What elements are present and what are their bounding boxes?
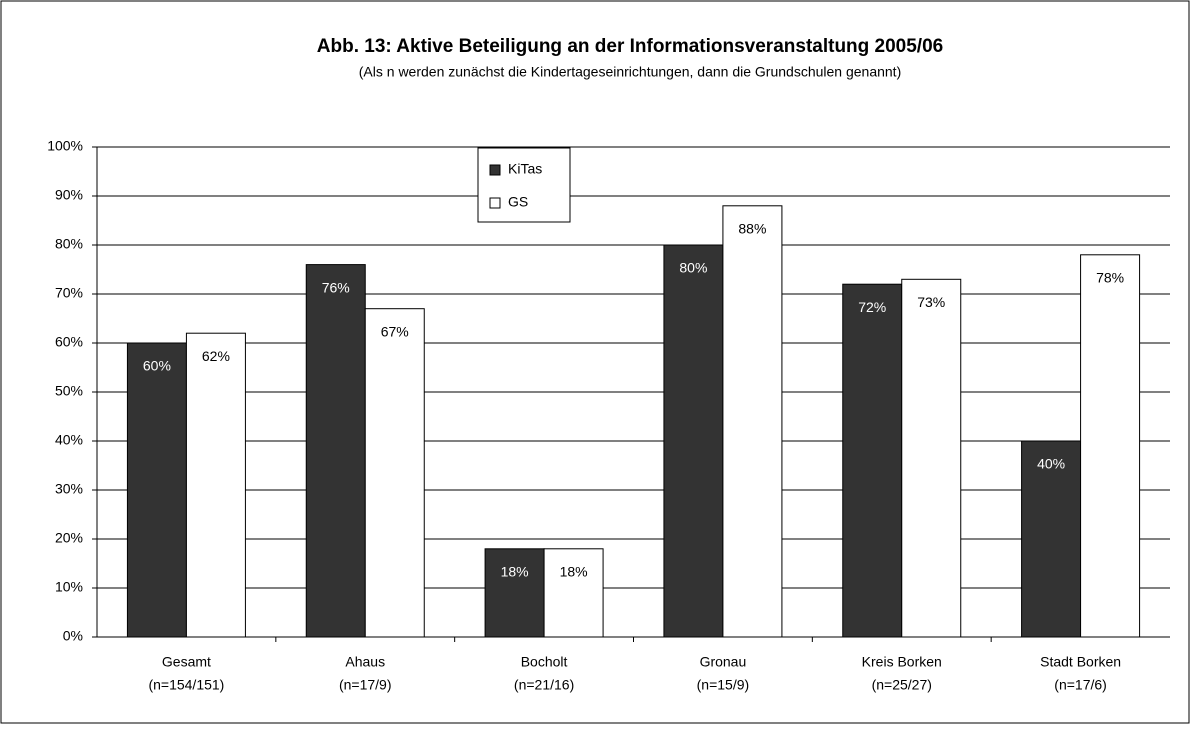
x-tick-note: (n=25/27) [872, 677, 932, 693]
bar [663, 244, 724, 638]
chart-subtitle: (Als n werden zunächst die Kindertagesei… [359, 64, 901, 80]
value-label: 72% [858, 299, 886, 315]
value-label: 78% [1096, 270, 1124, 286]
y-tick-label: 50% [55, 383, 83, 399]
bar [1021, 440, 1082, 638]
chart-title: Abb. 13: Aktive Beteiligung an der Infor… [317, 36, 943, 57]
legend-label: GS [508, 194, 528, 210]
x-tick-note: (n=15/9) [697, 677, 750, 693]
x-tick-note: (n=21/16) [514, 677, 574, 693]
y-tick-label: 60% [55, 334, 83, 350]
y-tick-label: 0% [63, 628, 83, 644]
value-label: 40% [1037, 456, 1065, 472]
value-label: 88% [738, 221, 766, 237]
bar [364, 308, 425, 638]
x-tick-label: Kreis Borken [862, 654, 942, 670]
x-tick-note: (n=17/6) [1054, 677, 1107, 693]
value-label: 62% [202, 348, 230, 364]
bar [842, 283, 903, 638]
y-tick-label: 40% [55, 432, 83, 448]
legend-swatch [489, 164, 501, 176]
legend-box [477, 147, 571, 223]
x-tick-label: Gronau [700, 654, 747, 670]
bar [722, 205, 783, 638]
bar [484, 548, 545, 638]
y-tick-label: 30% [55, 481, 83, 497]
value-label: 76% [322, 279, 350, 295]
x-tick-note: (n=17/9) [339, 677, 392, 693]
value-label: 18% [501, 564, 529, 580]
y-tick-label: 20% [55, 530, 83, 546]
x-tick-note: (n=154/151) [148, 677, 224, 693]
bar [126, 342, 187, 638]
y-tick-label: 100% [47, 138, 83, 154]
y-tick-label: 80% [55, 236, 83, 252]
bar [1080, 254, 1141, 638]
value-label: 73% [917, 294, 945, 310]
bar [543, 548, 604, 638]
value-label: 18% [560, 564, 588, 580]
value-label: 60% [143, 358, 171, 374]
x-tick-label: Gesamt [162, 654, 211, 670]
y-tick-label: 10% [55, 579, 83, 595]
x-tick-label: Stadt Borken [1040, 654, 1121, 670]
value-label: 67% [381, 323, 409, 339]
bar [185, 332, 246, 638]
bar [901, 278, 962, 638]
x-tick-label: Bocholt [521, 654, 568, 670]
legend-swatch [489, 197, 501, 209]
y-tick-label: 90% [55, 187, 83, 203]
bar [305, 264, 366, 638]
x-tick-label: Ahaus [345, 654, 385, 670]
legend-label: KiTas [508, 161, 542, 177]
y-tick-label: 70% [55, 285, 83, 301]
value-label: 80% [679, 260, 707, 276]
